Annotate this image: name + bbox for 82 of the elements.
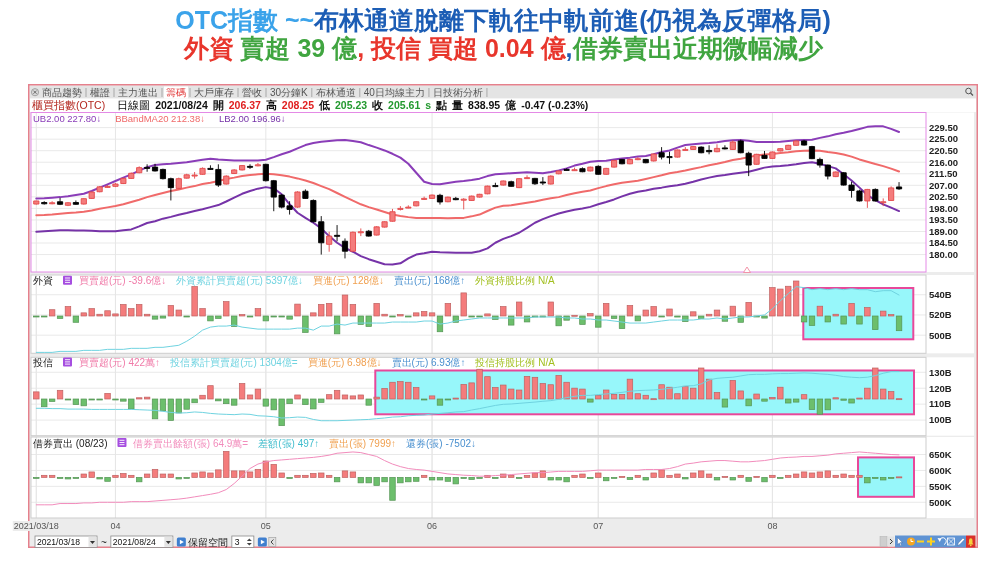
- y-tick-label: 100B: [929, 414, 952, 426]
- text: 外資 賣超 39 億, 投信 買超 0.04 億,借券賣出近期微幅減少: [182, 34, 824, 62]
- x-tick-label: 2021/03/18: [13, 521, 59, 531]
- y-tick-label: 550K: [929, 480, 952, 492]
- y-tick-label: 130B: [929, 366, 952, 378]
- annotation: 賣出(元) 168億↑: [394, 275, 466, 287]
- text: 206.37: [228, 98, 262, 111]
- text: 2021/03/18: [37, 537, 81, 548]
- y-tick-label: 184.50: [929, 237, 959, 249]
- annotation: 買進(元) 6.98億↓: [307, 356, 382, 368]
- text: 40日均線主力: [363, 87, 425, 98]
- text: 日技術分析: [432, 87, 483, 98]
- text: 開: [212, 98, 224, 111]
- text: OTC指數 ~~布林通道脫離下軌往中軌前進(仍視為反彈格局): [175, 6, 831, 34]
- y-tick-label: 650K: [929, 448, 952, 460]
- text: 日線圖: [117, 98, 151, 111]
- text: 商品趨勢: [42, 87, 82, 98]
- text: UB2.00 227.80↓: [33, 113, 102, 124]
- text: BBandMA20 212.38↓: [115, 113, 205, 124]
- y-tick-label: 600K: [929, 464, 952, 476]
- y-tick-label: 216.00: [929, 156, 959, 168]
- text: 高: [265, 98, 277, 111]
- series-label: 借券賣出餘額(張) 64.9萬=: [133, 437, 249, 449]
- y-tick-label: 110B: [929, 398, 952, 410]
- chart-title: 外資: [33, 275, 53, 287]
- x-tick-label: 05: [260, 521, 271, 531]
- text: 3: [234, 537, 240, 548]
- annotation: 還券(張) -7502↓: [406, 437, 477, 449]
- annotation: 差額(張) 497↑: [258, 437, 320, 449]
- text: 205.61: [388, 98, 421, 111]
- y-tick-label: 540B: [929, 289, 952, 301]
- text: -0.47 (-0.23%): [521, 98, 589, 111]
- annotation: 外資持股比例 N/A: [475, 275, 555, 287]
- y-tick-label: 198.00: [929, 202, 959, 214]
- x-tick-label: 06: [427, 521, 438, 531]
- text: 布林通道: [315, 87, 356, 98]
- text: 點: [435, 98, 448, 111]
- text: 2021/08/24: [112, 537, 157, 548]
- annotation: 買賣超(元) 422萬↑: [79, 356, 161, 368]
- text: 權證: [90, 87, 110, 98]
- y-tick-label: 220.50: [929, 145, 959, 157]
- text: 主力進出: [118, 87, 158, 98]
- y-tick-label: 229.50: [929, 121, 959, 133]
- annotation: 賣出(元) 6.93億↑: [391, 356, 466, 368]
- y-tick-label: 202.50: [929, 191, 959, 203]
- text: 櫃買指數(OTC): [32, 98, 106, 111]
- text: 30分鐘K: [270, 87, 309, 98]
- y-tick-label: 207.00: [929, 179, 959, 191]
- text: LB2.00 196.96↓: [218, 113, 286, 124]
- x-tick-label: 08: [767, 521, 778, 531]
- text: 208.25: [281, 98, 315, 111]
- y-tick-label: 189.00: [929, 225, 959, 237]
- text: 2021/08/24: [155, 98, 208, 111]
- text: 外資累計買賣超(元) 5397億↓: [176, 275, 303, 287]
- y-tick-label: 211.50: [929, 168, 958, 180]
- annotation: 賣出(張) 7999↑: [329, 437, 397, 449]
- text: ~: [101, 536, 107, 548]
- y-tick-label: 500B: [929, 329, 952, 341]
- y-tick-label: 120B: [929, 382, 952, 394]
- annotation: 投信持股比例 N/A: [474, 356, 556, 368]
- text: 大戶庫存: [194, 87, 234, 98]
- chart-title: 借券賣出 (08/23): [33, 437, 108, 449]
- text: 838.95: [468, 98, 501, 111]
- text: 量: [451, 98, 464, 111]
- x-tick-label: 07: [593, 521, 604, 531]
- y-tick-label: 193.50: [929, 214, 959, 226]
- text: s: [425, 98, 432, 111]
- text: 205.23: [334, 98, 368, 111]
- x-tick-label: 04: [110, 521, 121, 531]
- y-tick-label: 180.00: [929, 248, 959, 260]
- y-tick-label: 520B: [929, 309, 952, 321]
- text: 億: [504, 98, 518, 111]
- chart-title: 投信: [32, 356, 53, 368]
- text: 收: [372, 98, 385, 111]
- annotation: 買賣超(元) -39.6億↓: [79, 275, 167, 287]
- text: 投信累計買賣超(元) 1304億=: [169, 356, 298, 368]
- text: 低: [317, 98, 330, 111]
- text: 營收: [242, 87, 262, 98]
- text: 保留空間: [187, 536, 228, 548]
- y-tick-label: 225.00: [929, 133, 959, 145]
- y-tick-label: 500K: [929, 496, 952, 508]
- annotation: 買進(元) 128億↓: [312, 275, 385, 287]
